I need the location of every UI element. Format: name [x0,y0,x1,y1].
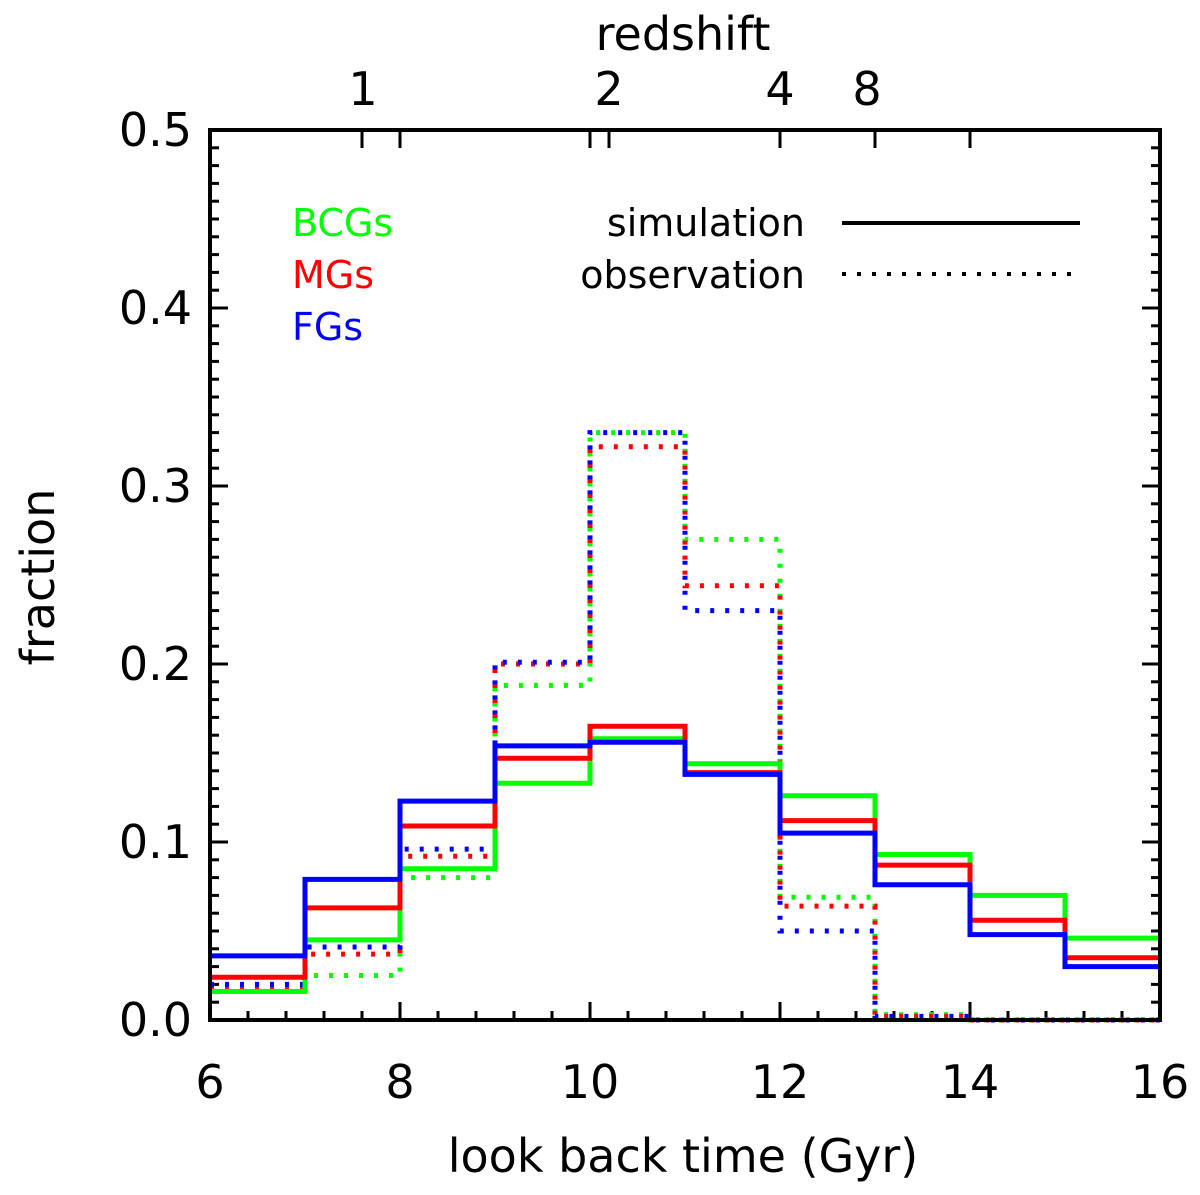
y-tick-label: 0.3 [119,459,192,513]
y-tick-label: 0.2 [119,637,192,691]
x-tick-labels: 6 8 10 12 14 16 [195,1055,1189,1109]
legend-bcgs: BCGs [292,201,393,245]
series-layer [210,430,1160,1023]
legend-mgs: MGs [292,253,374,297]
y-tick-label: 0.1 [119,815,192,869]
y-tick-label: 0.4 [119,281,192,335]
x-tick-label: 16 [1131,1055,1190,1109]
y-axis-label: fraction [11,489,65,666]
x-axis-label: look back time (Gyr) [448,1129,919,1183]
plot-frame [208,128,1162,1022]
top-tick-label: 4 [765,62,794,116]
legend: BCGs MGs FGs simulation observation [292,201,1080,349]
top-tick-label: 1 [348,62,377,116]
series-fgs-observation [210,430,1160,1023]
series-fgs-simulation [210,739,1160,970]
x-tick-label: 10 [561,1055,620,1109]
x-tick-label: 6 [195,1055,224,1109]
legend-fgs: FGs [292,305,363,349]
legend-simulation: simulation [607,201,805,245]
top-axis-label: redshift [596,7,771,61]
x-tick-label: 8 [385,1055,414,1109]
x-tick-label: 12 [751,1055,810,1109]
top-tick-label: 2 [594,62,623,116]
legend-observation: observation [580,253,805,297]
x-tick-label: 14 [941,1055,1000,1109]
y-tick-labels: 0.0 0.1 0.2 0.3 0.4 0.5 [119,103,192,1047]
top-tick-labels: 1 2 4 8 [348,62,881,116]
top-tick-label: 8 [852,62,881,116]
y-tick-label: 0.5 [119,103,192,157]
y-tick-label: 0.0 [119,993,192,1047]
